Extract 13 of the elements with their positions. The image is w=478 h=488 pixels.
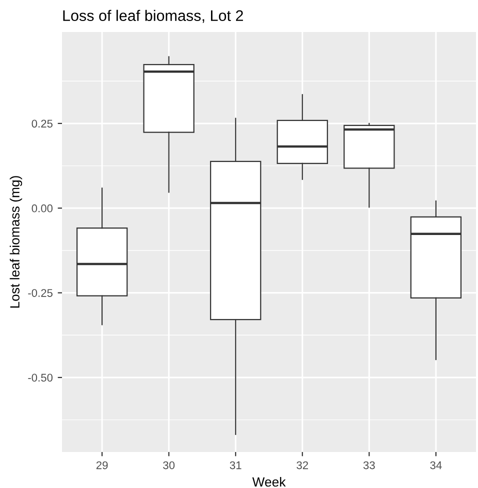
y-tick-label: -0.25: [28, 289, 53, 297]
y-axis-title: Lost leaf biomass (mg): [10, 176, 22, 308]
x-axis-title: Week: [252, 476, 286, 487]
x-tick-label: 29: [96, 461, 108, 470]
x-tick-label: 32: [296, 461, 308, 470]
y-tick-label: 0.00: [32, 204, 53, 212]
x-tick-label: 34: [430, 461, 442, 470]
chart-title: Loss of leaf biomass, Lot 2: [63, 10, 243, 23]
y-tick-label: 0.25: [32, 120, 53, 128]
y-tick-label: -0.50: [28, 374, 53, 382]
x-tick-label: 31: [230, 461, 242, 470]
x-tick-label: 33: [363, 461, 375, 470]
x-tick-label: 30: [163, 461, 175, 470]
